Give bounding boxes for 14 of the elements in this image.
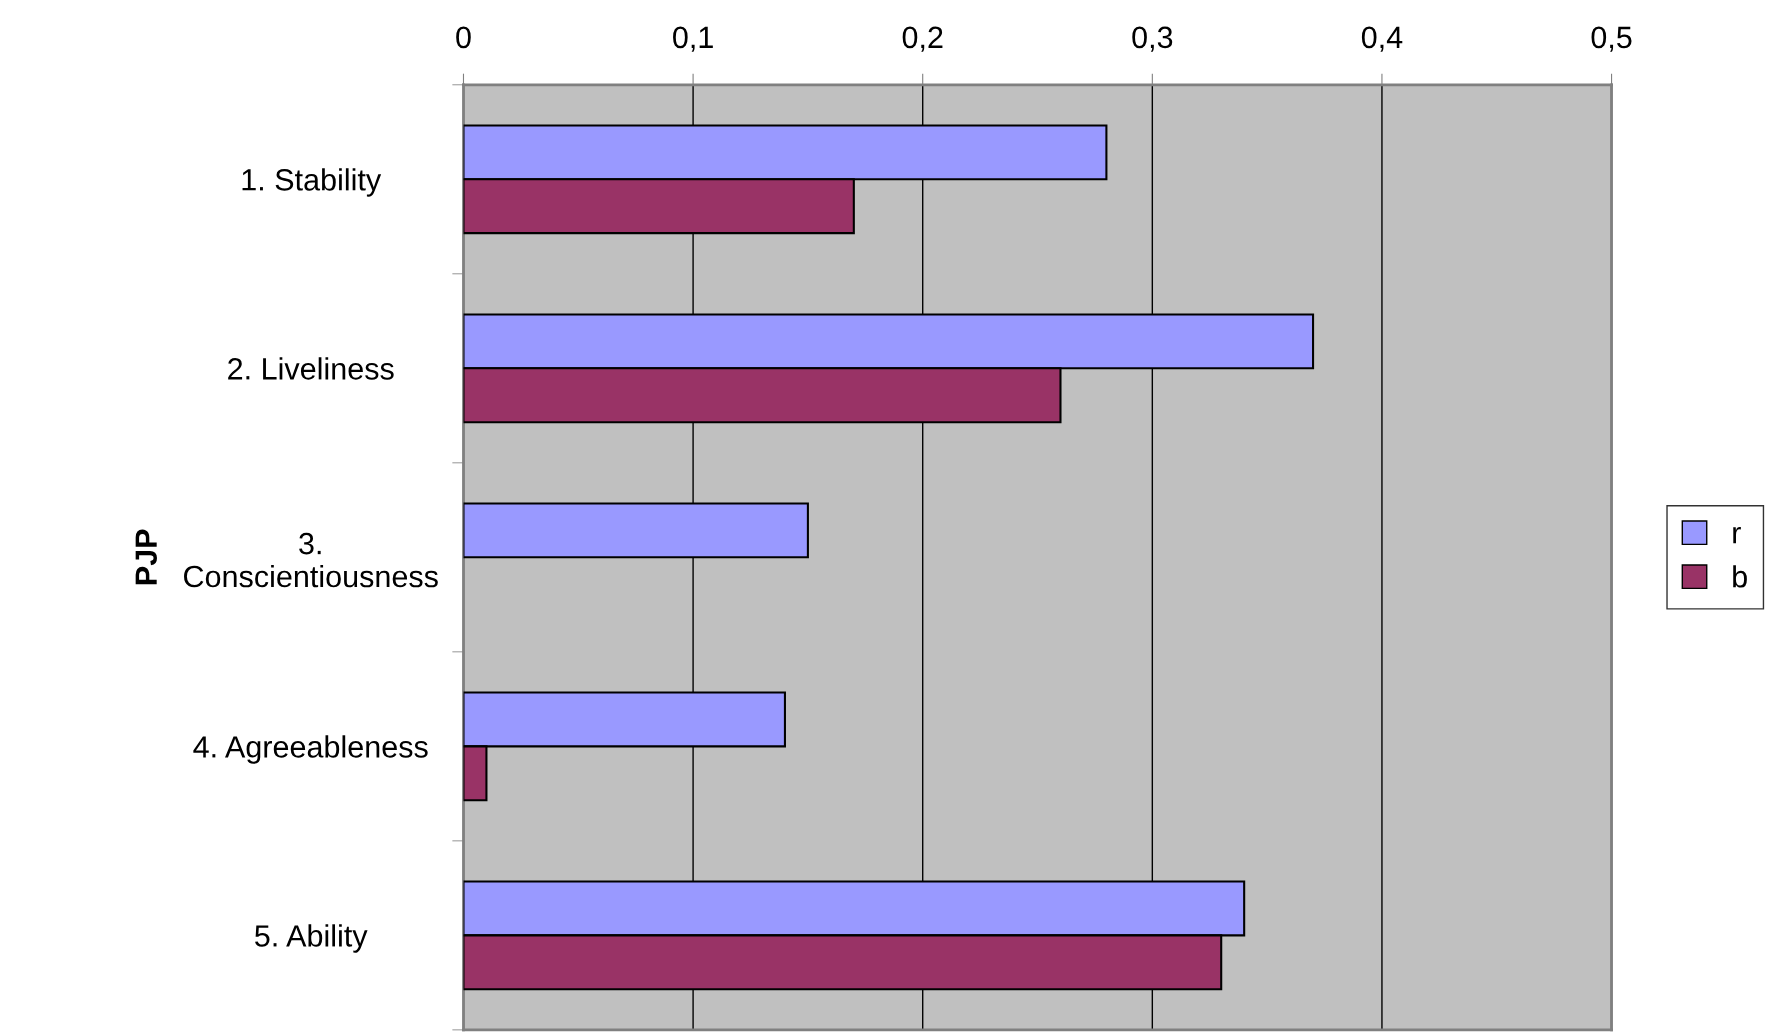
y-axis-title: PJP <box>135 529 157 585</box>
legend-label: r <box>1733 526 1741 544</box>
y-tick-label: 2. Liveliness <box>228 357 394 380</box>
legend-label: b <box>1733 565 1747 588</box>
x-tick-label: 0,3 <box>1132 26 1173 52</box>
x-tick-label: 0,2 <box>902 26 943 52</box>
x-tick-label: 0,4 <box>1361 26 1403 52</box>
x-tick-label: 0,1 <box>673 26 713 52</box>
y-tick-label: 4. Agreeableness <box>193 735 428 764</box>
x-tick-label: 0,5 <box>1591 26 1632 52</box>
x-tick-label: 0 <box>456 26 471 49</box>
y-tick-label: 1. Stability <box>242 168 382 197</box>
y-tick-label: 5. Ability <box>255 924 368 953</box>
y-tick-label: 3. Conscientiousness <box>184 532 438 588</box>
